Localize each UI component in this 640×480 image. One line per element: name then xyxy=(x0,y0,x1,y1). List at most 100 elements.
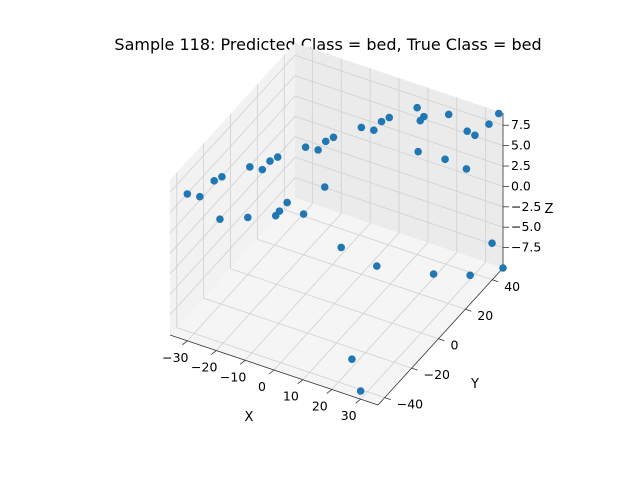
grid-lines xyxy=(169,48,504,400)
y-tick-label: 40 xyxy=(504,279,520,294)
data-point xyxy=(246,163,254,171)
x-tick xyxy=(326,389,333,394)
y-tick xyxy=(438,338,445,342)
y-tick-label: 20 xyxy=(477,308,493,323)
data-point xyxy=(258,165,267,174)
grid-line xyxy=(360,261,486,400)
data-point xyxy=(494,109,503,118)
data-point xyxy=(314,146,322,154)
x-tick xyxy=(210,350,217,355)
z-tick-label: 0.0 xyxy=(511,178,531,193)
grid-line xyxy=(203,297,412,369)
data-point xyxy=(429,270,438,278)
grid-line xyxy=(294,177,504,248)
y-tick-label: −20 xyxy=(424,367,450,382)
grid-line xyxy=(169,75,296,213)
data-point xyxy=(499,264,507,272)
data-point xyxy=(441,155,449,164)
data-point xyxy=(196,192,204,201)
x-tick xyxy=(355,398,361,404)
grid-line xyxy=(169,177,296,315)
data-point xyxy=(320,183,329,191)
pane-left xyxy=(170,43,295,335)
data-point xyxy=(377,117,386,126)
x-tick-label: 30 xyxy=(341,408,357,423)
z-tick-label: 5.0 xyxy=(511,138,531,153)
x-tick-label: −20 xyxy=(191,360,217,375)
y-tick xyxy=(384,397,391,401)
data-point xyxy=(385,113,394,122)
data-point xyxy=(373,262,381,270)
scatter-points xyxy=(183,103,507,395)
x-axis-label: X xyxy=(245,410,254,425)
x-tick-label: 20 xyxy=(312,398,328,413)
x-tick xyxy=(268,369,275,375)
data-point xyxy=(216,215,224,223)
grid-line xyxy=(294,156,504,228)
data-point xyxy=(488,239,496,248)
grid-line xyxy=(302,242,429,380)
data-point xyxy=(210,177,219,185)
grid-line xyxy=(169,54,296,193)
x-tick xyxy=(297,379,304,385)
grid-line xyxy=(169,116,296,254)
x-tick-label: −10 xyxy=(220,369,246,384)
data-point xyxy=(466,271,474,280)
data-point xyxy=(273,153,282,161)
data-point xyxy=(244,213,252,222)
data-point xyxy=(414,147,422,156)
grid-line xyxy=(244,223,371,361)
data-point xyxy=(218,172,226,181)
y-tick xyxy=(411,367,418,371)
data-point xyxy=(444,110,453,119)
z-axis-label: Z xyxy=(545,202,554,217)
grid-line xyxy=(294,95,504,167)
data-point xyxy=(183,190,192,198)
grid-line xyxy=(169,156,296,295)
grid-line xyxy=(257,238,466,310)
grid-line xyxy=(230,268,439,340)
data-point xyxy=(329,133,338,142)
data-point xyxy=(356,387,365,395)
z-tick-label: 7.5 xyxy=(511,117,531,132)
grid-line xyxy=(187,203,313,342)
data-point xyxy=(337,243,346,252)
x-tick-label: 0 xyxy=(258,379,266,394)
z-tick-label: 2.5 xyxy=(511,158,531,173)
data-point xyxy=(416,116,425,125)
x-tick-label: 10 xyxy=(283,389,299,404)
axis-ticks: −30−20−100102030−40−2002040−7.5−5.0−2.50… xyxy=(162,117,541,423)
z-tick-label: −7.5 xyxy=(511,240,541,255)
grid-line xyxy=(294,136,504,208)
data-point xyxy=(462,165,471,173)
x-tick xyxy=(239,359,246,365)
data-point xyxy=(485,120,493,128)
grid-line xyxy=(294,116,504,187)
data-point xyxy=(266,157,274,165)
chart-title: Sample 118: Predicted Class = bed, True … xyxy=(114,35,541,54)
y-tick-label: 0 xyxy=(450,338,458,353)
z-tick-label: −2.5 xyxy=(511,199,541,214)
y-axis-line xyxy=(377,267,504,406)
grid-line xyxy=(294,54,504,126)
data-point xyxy=(275,207,284,215)
x-tick-label: −30 xyxy=(162,350,188,365)
x-tick xyxy=(182,340,188,346)
y-tick xyxy=(492,279,499,283)
y-axis-label: Y xyxy=(470,377,479,392)
grid-line xyxy=(215,213,342,351)
y-tick-label: −40 xyxy=(397,397,423,412)
data-point xyxy=(348,355,356,363)
data-point xyxy=(283,198,291,207)
grid-line xyxy=(169,136,296,275)
data-point xyxy=(357,123,366,132)
data-point xyxy=(463,127,471,135)
grid-line xyxy=(284,209,493,281)
grid-line xyxy=(273,232,400,371)
z-tick-label: −5.0 xyxy=(511,219,541,234)
data-point xyxy=(299,210,308,218)
data-point xyxy=(301,143,310,151)
y-tick xyxy=(465,308,472,312)
data-point xyxy=(413,103,421,112)
